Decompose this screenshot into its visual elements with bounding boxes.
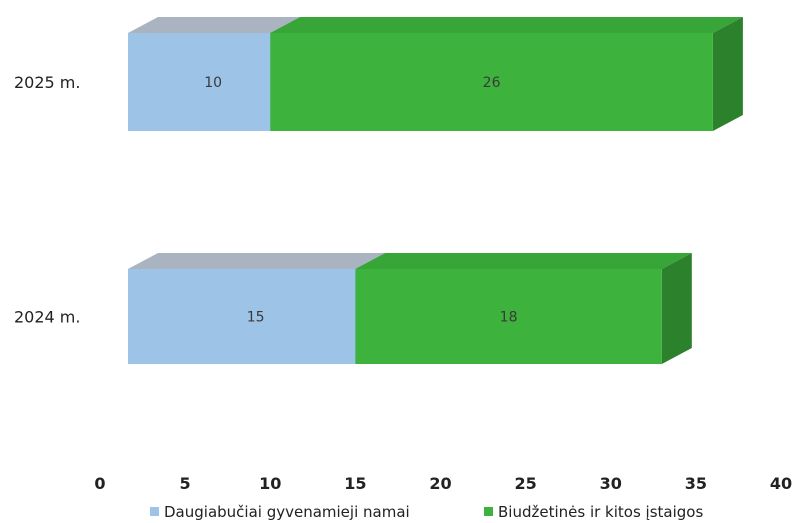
data-label: 18: [500, 310, 518, 326]
x-tick-label: 15: [344, 474, 366, 493]
data-label: 10: [204, 75, 222, 91]
x-tick-label: 10: [259, 474, 281, 493]
x-tick-label: 40: [770, 474, 792, 493]
x-tick-label: 0: [94, 474, 105, 493]
legend-swatch: [150, 507, 159, 516]
bar-top-face: [355, 253, 692, 269]
category-label: 2024 m.: [14, 308, 80, 327]
x-tick-label: 5: [180, 474, 191, 493]
legend-swatch: [484, 507, 493, 516]
legend-item: Biudžetinės ir kitos įstaigos: [484, 503, 703, 521]
legend: Daugiabučiai gyvenamieji namai Biudžetinė…: [150, 503, 703, 521]
bar-segment: [128, 269, 384, 364]
bar-group-1: 15 18: [128, 253, 692, 364]
legend-label: Biudžetinės ir kitos įstaigos: [498, 503, 703, 521]
x-tick-label: 20: [429, 474, 451, 493]
x-tick-label: 25: [514, 474, 536, 493]
bar-segment: [128, 33, 299, 131]
category-labels: 2025 m. 2024 m.: [14, 73, 80, 327]
bar-side-face: [661, 253, 692, 364]
bar-segment: [270, 33, 713, 131]
bar-top-face: [128, 253, 414, 269]
bar-group-0: 10 26: [128, 17, 743, 131]
data-label: 26: [483, 75, 501, 91]
x-tick-label: 35: [685, 474, 707, 493]
bar-side-face: [712, 17, 743, 131]
x-axis-ticks: 0 5 10 15 20 25 30 35 40: [94, 474, 792, 493]
bar-segment: [355, 269, 662, 364]
bar-top-face: [270, 17, 743, 33]
legend-item: Daugiabučiai gyvenamieji namai: [150, 503, 410, 521]
category-label: 2025 m.: [14, 73, 80, 92]
data-label: 15: [247, 310, 265, 326]
x-tick-label: 30: [600, 474, 622, 493]
legend-label: Daugiabučiai gyvenamieji namai: [164, 503, 410, 521]
